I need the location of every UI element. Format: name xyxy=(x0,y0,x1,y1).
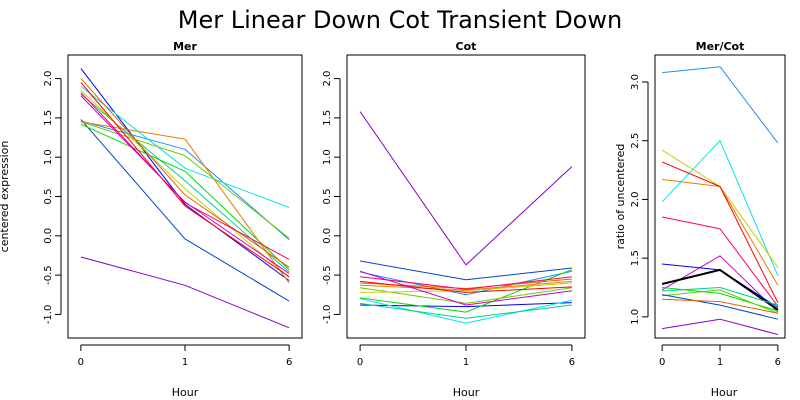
x-tick-label: 1 xyxy=(717,357,723,368)
y-tick-label: -0.5 xyxy=(43,265,54,285)
series-line xyxy=(662,318,779,335)
series-line xyxy=(80,123,290,270)
x-tick-label: 0 xyxy=(357,357,363,368)
x-tick-label: 0 xyxy=(659,357,665,368)
y-axis-label: ratio of uncentered xyxy=(614,144,627,250)
series-line xyxy=(360,280,572,293)
series-line xyxy=(662,298,778,314)
y-tick-label: 2.0 xyxy=(630,191,641,207)
series-line xyxy=(662,66,779,144)
series-line xyxy=(662,289,779,314)
series-line xyxy=(80,120,290,241)
series-line xyxy=(80,78,290,268)
series-line xyxy=(80,95,290,274)
y-tick-label: 2.0 xyxy=(322,71,333,87)
series-line xyxy=(80,68,290,282)
series-line xyxy=(359,270,572,306)
series-line xyxy=(661,161,779,304)
series-line xyxy=(80,86,290,208)
y-tick-label: 0.0 xyxy=(322,228,333,244)
series-line xyxy=(80,92,290,260)
panel-title: Mer/Cot xyxy=(696,40,745,53)
panel-title: Cot xyxy=(456,40,477,53)
plot-frame xyxy=(346,54,586,339)
y-tick-label: 2.5 xyxy=(630,133,641,149)
series-line xyxy=(662,287,779,312)
x-tick-label: 6 xyxy=(286,357,292,368)
plot-frame xyxy=(654,54,786,339)
x-axis-label: Hour xyxy=(172,386,199,399)
y-tick-label: -0.5 xyxy=(322,265,333,285)
series-line xyxy=(662,216,779,307)
x-tick-label: 6 xyxy=(569,357,575,368)
series-line xyxy=(80,82,290,278)
y-tick-label: 1.0 xyxy=(322,149,333,165)
y-tick-label: 3.0 xyxy=(630,74,641,90)
x-tick-label: 1 xyxy=(182,357,188,368)
y-tick-label: 1.0 xyxy=(630,309,641,325)
series-line xyxy=(662,294,779,320)
panel-title: Mer xyxy=(173,40,197,53)
series-line xyxy=(80,256,290,329)
panel-mer-cot: Mer/Cot 1.0 1.5 2.0 2.5 3.0 0 1 6 Hour ratio of un… xyxy=(614,40,786,399)
y-tick-label: 1.5 xyxy=(43,110,54,126)
x-tick-label: 6 xyxy=(775,357,781,368)
series-line xyxy=(359,298,573,324)
series-line xyxy=(360,302,572,319)
y-tick-label: 2.0 xyxy=(43,71,54,87)
series-line xyxy=(80,121,290,239)
series-line xyxy=(661,149,779,268)
series-line xyxy=(360,276,572,290)
series-line xyxy=(80,121,290,284)
y-tick-label: 1.5 xyxy=(630,250,641,266)
y-tick-label: 0.0 xyxy=(43,228,54,244)
series-line xyxy=(359,111,573,266)
series-line xyxy=(662,287,779,306)
y-axis-label: centered expression xyxy=(0,141,11,253)
y-tick-label: -1.0 xyxy=(322,305,333,325)
series-line xyxy=(359,270,573,296)
y-tick-label: 1.5 xyxy=(322,110,333,126)
panel-mer: Mer -1.0 -0.5 0.0 0.5 1.0 1.5 2.0 0 1 6 Hour centere… xyxy=(0,40,303,399)
y-tick-label: -1.0 xyxy=(43,305,54,325)
x-tick-label: 0 xyxy=(78,357,84,368)
y-tick-label: 1.0 xyxy=(43,149,54,165)
y-tick-label: 0.5 xyxy=(322,189,333,205)
panel-cot: Cot -1.0 -0.5 0.0 0.5 1.0 1.5 2.0 0 1 6 Hour xyxy=(322,40,586,399)
series-line xyxy=(661,255,779,313)
series-line xyxy=(360,282,572,293)
x-tick-label: 1 xyxy=(463,357,469,368)
series-line xyxy=(360,287,572,304)
series-line xyxy=(80,90,290,278)
series-line xyxy=(360,260,572,281)
series-line xyxy=(360,280,572,291)
series-line xyxy=(661,268,779,311)
x-axis-label: Hour xyxy=(711,386,738,399)
series-line xyxy=(360,302,572,308)
x-axis-label: Hour xyxy=(453,386,480,399)
y-tick-label: 0.5 xyxy=(43,189,54,205)
series-line xyxy=(80,119,290,302)
plot-frame xyxy=(67,54,303,339)
figure-title: Mer Linear Down Cot Transient Down xyxy=(178,6,622,34)
